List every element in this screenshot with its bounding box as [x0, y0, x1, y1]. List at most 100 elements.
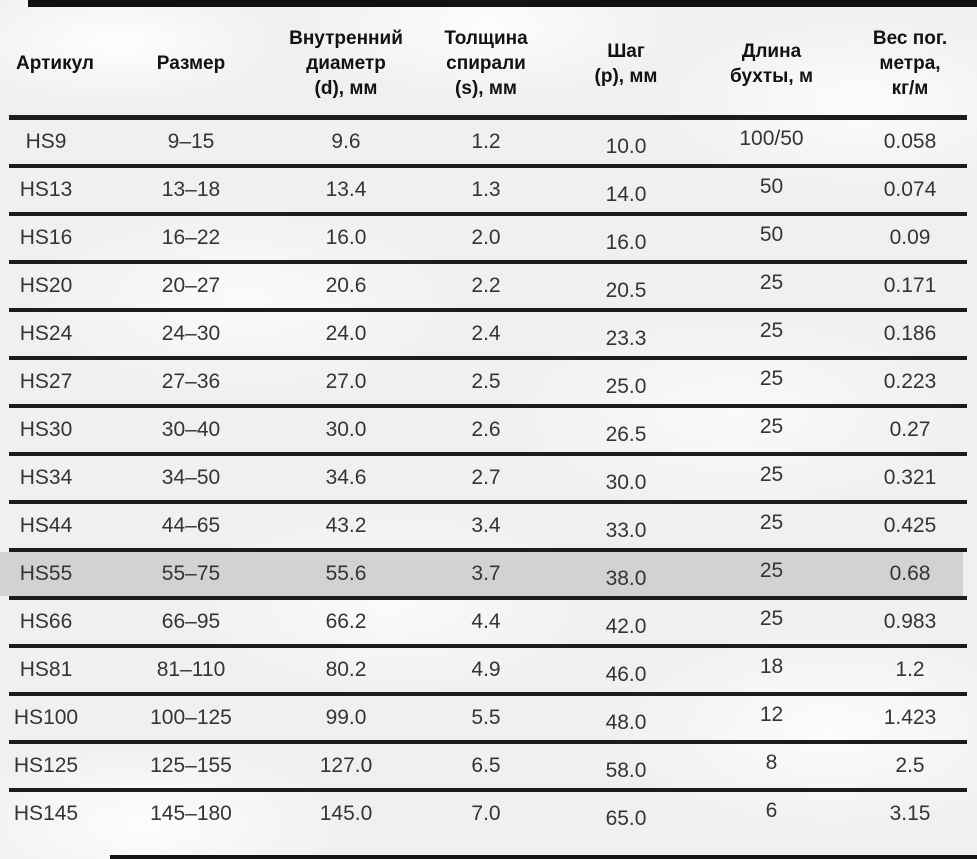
cell-size: 13–18 [161, 178, 221, 201]
cell-step: 10.0 [605, 135, 647, 158]
row-divider [9, 260, 967, 264]
table-row: HS24 24–30 24.0 2.4 23.3 25 0.186 [0, 312, 977, 356]
table-row: HS20 20–27 20.6 2.2 20.5 25 0.171 [0, 264, 977, 308]
row-divider [9, 692, 967, 696]
cell-inner-diameter: 16.0 [325, 226, 367, 249]
cell-article: HS66 [19, 610, 73, 633]
table-row-group: HS20 20–27 20.6 2.2 20.5 25 0.171 [0, 264, 977, 312]
cell-size: 30–40 [161, 418, 221, 441]
cell-size: 81–110 [156, 658, 226, 681]
column-header-size: Размер [156, 53, 226, 74]
cell-spiral-thickness: 7.0 [471, 802, 501, 825]
cell-inner-diameter: 9.6 [331, 130, 361, 153]
row-divider [9, 164, 967, 168]
cell-article: HS30 [19, 418, 73, 441]
cell-coil-length: 25 [759, 319, 784, 342]
table-row: HS13 13–18 13.4 1.3 14.0 50 0.074 [0, 168, 977, 212]
cell-coil-length: 25 [759, 607, 784, 630]
table-row: HS44 44–65 43.2 3.4 33.0 25 0.425 [0, 504, 977, 548]
table-row-group: HS100 100–125 99.0 5.5 48.0 12 1.423 [0, 696, 977, 744]
cell-size: 55–75 [161, 562, 221, 585]
row-divider [9, 212, 967, 216]
cell-step: 46.0 [605, 663, 647, 686]
cell-step: 65.0 [605, 807, 647, 830]
cell-weight: 1.423 [883, 706, 937, 729]
cell-size: 9–15 [167, 130, 215, 153]
cell-spiral-thickness: 2.5 [471, 370, 501, 393]
cell-step: 42.0 [605, 615, 647, 638]
cell-spiral-thickness: 1.3 [471, 178, 501, 201]
cell-article: HS20 [19, 274, 73, 297]
table-row: HS27 27–36 27.0 2.5 25.0 25 0.223 [0, 360, 977, 404]
cell-coil-length: 50 [759, 223, 784, 246]
cell-weight: 0.425 [883, 514, 937, 537]
row-divider [9, 308, 967, 312]
cell-spiral-thickness: 5.5 [471, 706, 501, 729]
cell-spiral-thickness: 1.2 [471, 130, 501, 153]
cell-spiral-thickness: 3.4 [471, 514, 501, 537]
table-row-group: HS13 13–18 13.4 1.3 14.0 50 0.074 [0, 168, 977, 216]
cell-step: 25.0 [605, 375, 647, 398]
cell-inner-diameter: 145.0 [319, 802, 373, 825]
cell-inner-diameter: 30.0 [325, 418, 367, 441]
cell-spiral-thickness: 4.9 [471, 658, 501, 681]
table-row-group: HS145 145–180 145.0 7.0 65.0 6 3.15 [0, 792, 977, 836]
cell-weight: 0.058 [883, 130, 937, 153]
column-header-inner-diameter: Внутренний диаметр (d), мм [289, 28, 403, 99]
row-divider [9, 740, 967, 744]
table-row: HS100 100–125 99.0 5.5 48.0 12 1.423 [0, 696, 977, 740]
cell-article: HS34 [19, 466, 73, 489]
table-row-group: HS55 55–75 55.6 3.7 38.0 25 0.68 [0, 552, 977, 600]
cell-coil-length: 25 [759, 463, 784, 486]
column-header-article: Артикул [16, 53, 94, 74]
cell-size: 44–65 [161, 514, 221, 537]
table-row: HS81 81–110 80.2 4.9 46.0 18 1.2 [0, 648, 977, 692]
cell-article: HS125 [13, 754, 79, 777]
cell-article: HS16 [19, 226, 73, 249]
cell-spiral-thickness: 2.4 [471, 322, 501, 345]
cell-weight: 0.171 [883, 274, 937, 297]
cell-article: HS9 [25, 130, 67, 153]
table-row-group: HS9 9–15 9.6 1.2 10.0 100/50 0.058 [0, 120, 977, 168]
cell-weight: 0.983 [883, 610, 937, 633]
table-row: HS9 9–15 9.6 1.2 10.0 100/50 0.058 [0, 120, 977, 164]
table-header-row: Артикул Размер Внутренний диаметр (d), м… [0, 0, 977, 115]
cell-weight: 0.074 [883, 178, 937, 201]
column-header-spiral-thickness: Толщина спирали (s), мм [444, 28, 528, 99]
table-row: HS145 145–180 145.0 7.0 65.0 6 3.15 [0, 792, 977, 836]
cell-step: 30.0 [605, 471, 647, 494]
column-header-step: Шаг (p), мм [594, 40, 658, 87]
cell-spiral-thickness: 3.7 [471, 562, 501, 585]
cell-size: 66–95 [161, 610, 221, 633]
cell-article: HS44 [19, 514, 73, 537]
cell-spiral-thickness: 6.5 [471, 754, 501, 777]
cell-inner-diameter: 66.2 [325, 610, 367, 633]
cell-weight: 0.09 [889, 226, 931, 249]
top-edge-bar [28, 0, 977, 7]
cell-inner-diameter: 99.0 [325, 706, 367, 729]
cell-coil-length: 6 [765, 799, 778, 822]
table-row: HS66 66–95 66.2 4.4 42.0 25 0.983 [0, 600, 977, 644]
cell-size: 100–125 [150, 706, 232, 729]
cell-size: 34–50 [161, 466, 221, 489]
cell-inner-diameter: 13.4 [325, 178, 367, 201]
table-row-group: HS16 16–22 16.0 2.0 16.0 50 0.09 [0, 216, 977, 264]
cell-article: HS100 [13, 706, 79, 729]
bottom-edge-bar [110, 855, 977, 859]
row-divider [9, 500, 967, 504]
table-row-group: HS81 81–110 80.2 4.9 46.0 18 1.2 [0, 648, 977, 696]
table-row: HS125 125–155 127.0 6.5 58.0 8 2.5 [0, 744, 977, 788]
table-row-group: HS125 125–155 127.0 6.5 58.0 8 2.5 [0, 744, 977, 792]
table-row-group: HS30 30–40 30.0 2.6 26.5 25 0.27 [0, 408, 977, 456]
cell-step: 23.3 [605, 327, 647, 350]
cell-coil-length: 25 [759, 559, 784, 582]
cell-article: HS27 [19, 370, 73, 393]
row-divider [9, 404, 967, 408]
cell-inner-diameter: 20.6 [325, 274, 367, 297]
cell-coil-length: 25 [759, 415, 784, 438]
cell-spiral-thickness: 2.2 [471, 274, 501, 297]
cell-size: 125–155 [150, 754, 232, 777]
cell-inner-diameter: 43.2 [325, 514, 367, 537]
cell-weight: 0.27 [889, 418, 931, 441]
